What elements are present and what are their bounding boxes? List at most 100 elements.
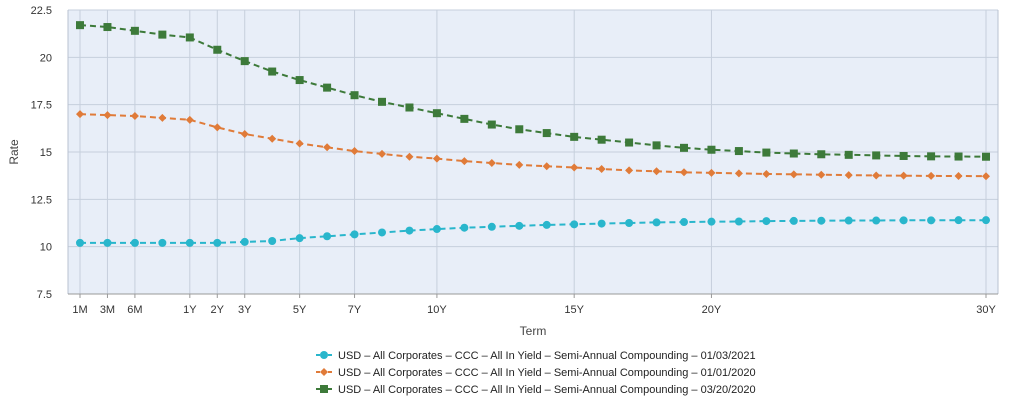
data-point[interactable] [460,223,469,232]
data-point[interactable] [213,123,222,132]
data-point[interactable] [899,216,908,225]
data-point[interactable] [240,130,249,139]
data-point[interactable] [625,166,634,175]
data-point[interactable] [954,216,963,225]
data-point[interactable] [487,222,496,231]
data-point[interactable] [954,152,963,161]
data-point[interactable] [350,230,359,239]
data-point[interactable] [350,91,359,100]
data-point[interactable] [762,169,771,178]
data-point[interactable] [927,216,936,225]
data-point[interactable] [707,145,716,154]
data-point[interactable] [570,220,579,229]
data-point[interactable] [789,216,798,225]
data-point[interactable] [899,171,908,180]
data-point[interactable] [515,125,524,134]
data-point[interactable] [323,232,332,241]
data-point[interactable] [652,218,661,227]
data-point[interactable] [570,132,579,141]
data-point[interactable] [515,160,524,169]
data-point[interactable] [323,83,332,92]
data-point[interactable] [460,157,469,166]
data-point[interactable] [844,216,853,225]
data-point[interactable] [680,218,688,227]
data-point[interactable] [268,67,277,76]
data-point[interactable] [487,158,496,167]
legend-item[interactable]: USD – All Corporates – CCC – All In Yiel… [316,350,756,362]
data-point[interactable] [185,33,194,42]
data-point[interactable] [927,152,936,161]
data-point[interactable] [542,129,551,138]
data-point[interactable] [982,172,990,181]
data-point[interactable] [844,150,853,159]
data-point[interactable] [158,238,167,247]
data-point[interactable] [625,138,634,147]
data-point[interactable] [295,139,304,148]
data-point[interactable] [844,171,853,180]
data-point[interactable] [103,23,112,32]
data-point[interactable] [323,143,332,152]
data-point[interactable] [103,111,112,120]
data-point[interactable] [268,134,277,143]
data-point[interactable] [76,238,84,247]
data-point[interactable] [130,112,139,121]
data-point[interactable] [213,45,222,54]
data-point[interactable] [982,152,990,161]
data-point[interactable] [487,120,496,129]
data-point[interactable] [872,151,881,160]
data-point[interactable] [597,165,606,174]
data-point[interactable] [350,147,359,156]
data-point[interactable] [103,238,112,247]
data-point[interactable] [789,170,798,179]
data-point[interactable] [295,76,304,85]
data-point[interactable] [597,219,606,228]
data-point[interactable] [432,225,441,234]
data-point[interactable] [158,113,167,122]
data-point[interactable] [652,167,661,176]
data-point[interactable] [213,238,222,247]
data-point[interactable] [405,226,414,235]
data-point[interactable] [76,21,84,30]
data-point[interactable] [872,216,881,225]
data-point[interactable] [542,220,551,229]
legend-item[interactable]: USD – All Corporates – CCC – All In Yiel… [316,367,756,379]
data-point[interactable] [515,221,524,230]
data-point[interactable] [707,217,716,226]
data-point[interactable] [570,163,579,172]
data-point[interactable] [734,217,743,226]
data-point[interactable] [872,171,881,180]
data-point[interactable] [954,172,963,181]
legend-marker[interactable] [320,385,328,393]
data-point[interactable] [432,154,441,163]
legend-marker[interactable] [320,351,328,359]
data-point[interactable] [927,171,936,180]
data-point[interactable] [625,219,634,227]
data-point[interactable] [817,170,826,179]
data-point[interactable] [432,109,441,118]
data-point[interactable] [295,234,304,243]
data-point[interactable] [405,103,414,112]
data-point[interactable] [680,168,688,177]
data-point[interactable] [185,115,194,124]
data-point[interactable] [378,228,386,237]
data-point[interactable] [762,217,771,226]
data-point[interactable] [185,238,194,247]
data-point[interactable] [240,237,249,246]
data-point[interactable] [158,30,167,39]
data-point[interactable] [405,152,414,161]
data-point[interactable] [734,169,743,178]
data-point[interactable] [130,238,139,247]
data-point[interactable] [378,149,386,158]
data-point[interactable] [734,147,743,156]
data-point[interactable] [652,141,661,150]
data-point[interactable] [707,168,716,177]
data-point[interactable] [240,57,249,66]
legend-marker[interactable] [320,368,328,376]
data-point[interactable] [460,114,469,123]
data-point[interactable] [789,149,798,158]
data-point[interactable] [268,236,277,245]
data-point[interactable] [378,97,386,106]
data-point[interactable] [899,151,908,160]
data-point[interactable] [542,162,551,171]
data-point[interactable] [130,26,139,35]
